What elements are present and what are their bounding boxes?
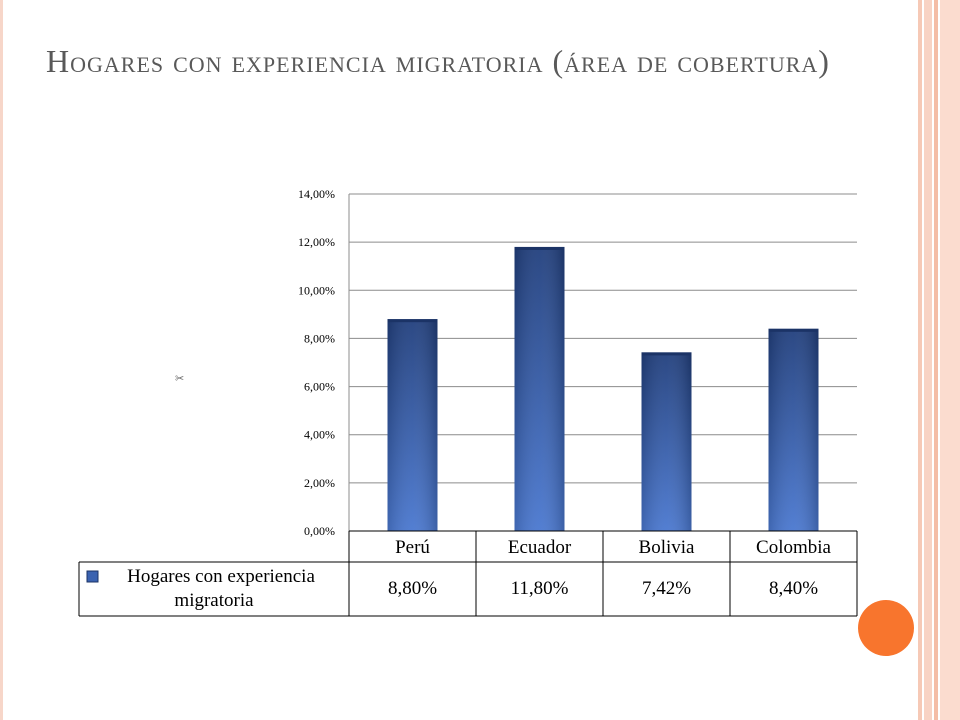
y-tick-label: 4,00% (304, 428, 335, 442)
decorative-stripe (924, 0, 932, 720)
table-value: 11,80% (511, 578, 569, 599)
x-category-label: Bolivia (639, 537, 696, 558)
table-value: 7,42% (642, 578, 691, 599)
y-tick-label: 8,00% (304, 331, 335, 345)
bar-top-edge (387, 319, 438, 323)
bar-shading (768, 328, 819, 531)
legend-series-label: Hogares con experiencia (127, 566, 315, 587)
placeholder-icon: ✂ (175, 373, 185, 385)
x-category-label: Perú (395, 537, 430, 558)
bar-top-edge (514, 246, 565, 250)
legend-swatch (86, 570, 99, 583)
legend-series-label: migratoria (174, 590, 254, 611)
decorative-orange-circle (858, 600, 914, 656)
decorative-stripe (918, 0, 922, 720)
decorative-stripe (940, 0, 960, 720)
y-tick-label: 0,00% (304, 524, 335, 538)
y-tick-label: 6,00% (304, 380, 335, 394)
table-value: 8,40% (769, 578, 818, 599)
bar-top-edge (768, 328, 819, 332)
decorative-stripe (934, 0, 938, 720)
slide-title: Hogares con experiencia migratoria (área… (46, 43, 830, 79)
bar-shading (514, 246, 565, 531)
table-value: 8,80% (388, 578, 437, 599)
y-tick-label: 2,00% (304, 476, 335, 490)
bar-top-edge (641, 352, 692, 356)
y-tick-label: 12,00% (298, 235, 335, 249)
y-tick-label: 10,00% (298, 283, 335, 297)
x-category-label: Ecuador (508, 537, 572, 558)
bar-shading (641, 352, 692, 531)
bar-shading (387, 319, 438, 531)
left-decorative-rule (0, 0, 3, 720)
x-category-label: Colombia (756, 537, 832, 558)
y-tick-label: 14,00% (298, 187, 335, 201)
